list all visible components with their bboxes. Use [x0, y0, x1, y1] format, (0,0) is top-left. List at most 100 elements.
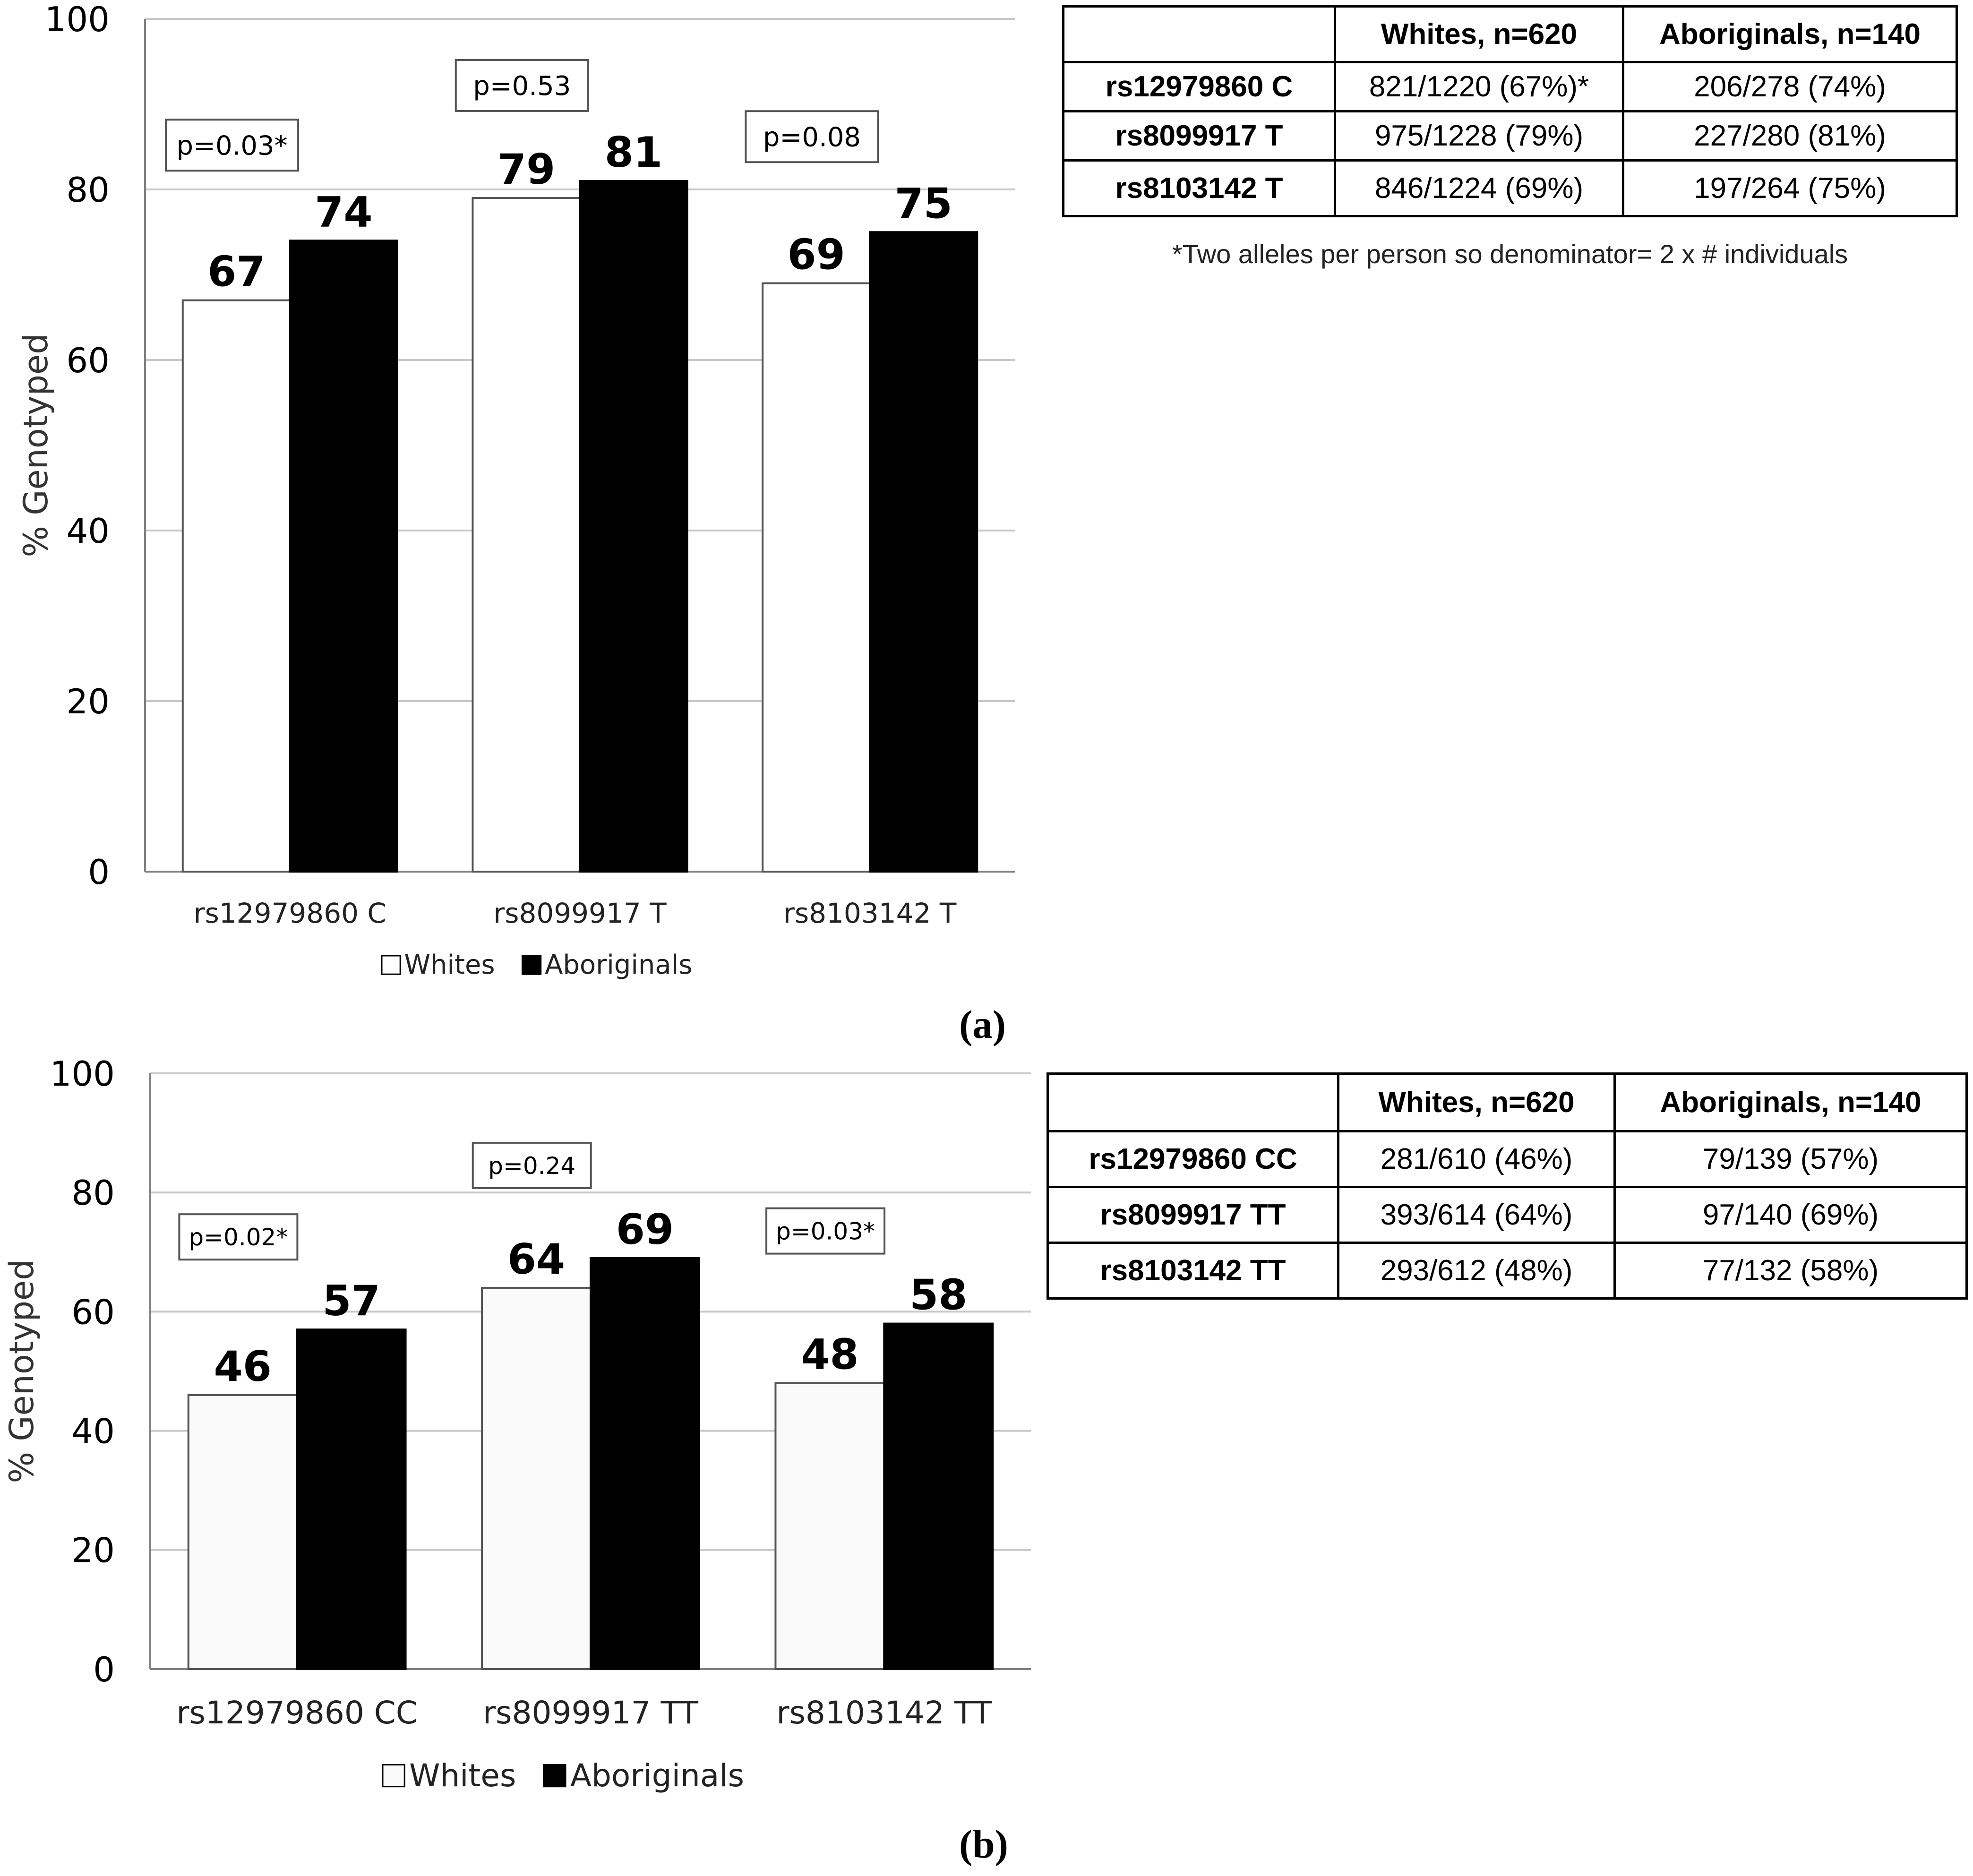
x-tick-label: rs8103142 T	[783, 897, 957, 929]
y-tick-label: 20	[66, 682, 110, 721]
legend-swatch	[521, 955, 542, 975]
legend-swatch	[381, 955, 401, 975]
data-label: 69	[787, 231, 845, 279]
y-tick-label: 40	[66, 511, 110, 551]
y-axis-label: % Genotyped	[2, 1259, 41, 1483]
x-tick-label: rs8099917 T	[493, 897, 667, 929]
legend-label: Aboriginals	[545, 950, 692, 980]
bar	[181, 299, 291, 873]
table-b-cell: 97/140 (69%)	[1613, 1186, 1968, 1244]
p-value-box	[765, 1207, 886, 1255]
table-a-header-aboriginals: Aboriginals, n=140	[1622, 5, 1958, 63]
table-a-row-label: rs8099917 T	[1062, 110, 1336, 162]
table-b-row-label: rs8103142 TT	[1047, 1242, 1339, 1300]
p-value-label: p=0.24	[488, 1152, 575, 1180]
legend-label: Aboriginals	[570, 1757, 744, 1794]
table-b-row-label: rs12979860 CC	[1047, 1130, 1339, 1188]
table-b-cell: 293/612 (48%)	[1337, 1242, 1616, 1300]
bar	[590, 1257, 700, 1670]
data-label: 46	[214, 1342, 271, 1391]
p-value-box	[165, 119, 300, 172]
table-b-header-empty	[1047, 1072, 1339, 1132]
table-a-cell: 197/264 (75%)	[1622, 159, 1958, 217]
table-row: rs8099917 TT 393/614 (64%) 97/140 (69%)	[1047, 1186, 1968, 1244]
table-a-cell: 821/1220 (67%)*	[1334, 61, 1624, 112]
table-a-cell: 846/1224 (69%)	[1334, 159, 1624, 217]
y-tick-label: 40	[71, 1412, 115, 1451]
table-row: rs8103142 TT 293/612 (48%) 77/132 (58%)	[1047, 1242, 1968, 1300]
y-tick-label: 0	[93, 1650, 115, 1689]
table-a-row-label: rs8103142 T	[1062, 159, 1336, 217]
p-value-label: p=0.03*	[177, 130, 288, 161]
table-b-cell: 281/610 (46%)	[1337, 1130, 1616, 1188]
data-label: 69	[616, 1205, 674, 1254]
y-tick-label: 60	[66, 341, 110, 380]
table-b-row-label: rs8099917 TT	[1047, 1186, 1339, 1244]
table-a-row-label: rs12979860 C	[1062, 61, 1336, 112]
bar-chart-b: 0 20 40 60 80 100 % Genotyped 46 57 rs12979860 CC…	[2, 1054, 1031, 1794]
x-tick-label: rs8103142 TT	[776, 1695, 992, 1731]
p-value-label: p=0.53	[473, 71, 571, 102]
p-value-label: p=0.02*	[189, 1224, 288, 1251]
bar	[774, 1382, 885, 1670]
data-label: 64	[507, 1235, 565, 1284]
bar	[579, 180, 688, 873]
table-a-header-empty	[1062, 5, 1336, 63]
p-value-label: p=0.08	[763, 122, 861, 153]
data-label: 74	[315, 188, 372, 236]
table-row: rs12979860 CC 281/610 (46%) 79/139 (57%)	[1047, 1130, 1968, 1188]
genotype-table-a: Whites, n=620 Aboriginals, n=140 rs12979…	[1062, 5, 1958, 217]
data-label: 79	[498, 145, 555, 194]
x-tick-label: rs12979860 CC	[176, 1695, 418, 1731]
y-axis-label: % Genotyped	[17, 333, 55, 557]
data-label: 81	[605, 128, 662, 177]
table-b-cell: 77/132 (58%)	[1613, 1242, 1968, 1300]
p-value-box	[178, 1213, 299, 1261]
panel-label-b: (b)	[959, 1822, 1008, 1867]
table-a-cell: 206/278 (74%)	[1622, 61, 1958, 112]
legend-swatch	[382, 1764, 405, 1788]
legend-label: Whites	[404, 950, 495, 980]
panel-label-a: (a)	[959, 1002, 1006, 1047]
p-value-box	[455, 59, 589, 112]
bar	[883, 1322, 994, 1670]
bar	[187, 1394, 298, 1670]
y-tick-label: 20	[71, 1531, 115, 1570]
table-b-cell: 79/139 (57%)	[1613, 1130, 1968, 1188]
x-tick-label: rs12979860 C	[194, 897, 386, 929]
table-a-cell: 227/280 (81%)	[1622, 110, 1958, 162]
bar	[481, 1286, 592, 1670]
data-label: 75	[894, 179, 952, 228]
data-label: 58	[909, 1271, 967, 1319]
bar	[762, 282, 871, 873]
table-row: rs12979860 C 821/1220 (67%)* 206/278 (74…	[1062, 61, 1958, 112]
p-value-label: p=0.03*	[776, 1218, 875, 1245]
y-tick-label: 100	[45, 0, 110, 39]
data-label: 67	[207, 248, 265, 296]
bar	[289, 240, 398, 873]
genotype-table-b: Whites, n=620 Aboriginals, n=140 rs12979…	[1047, 1072, 1968, 1300]
y-tick-label: 80	[66, 170, 110, 210]
table-row: rs8103142 T 846/1224 (69%) 197/264 (75%)	[1062, 159, 1958, 217]
bar-chart-a: 0 20 40 60 80 100 % Genotyped 67 74 rs12979860 C p…	[17, 0, 1015, 980]
data-label: 48	[801, 1330, 858, 1379]
legend-swatch	[543, 1764, 566, 1788]
p-value-box	[472, 1141, 592, 1189]
legend-label: Whites	[409, 1757, 516, 1794]
y-tick-label: 80	[71, 1173, 115, 1213]
table-a-cell: 975/1228 (79%)	[1334, 110, 1624, 162]
table-b-cell: 393/614 (64%)	[1337, 1186, 1616, 1244]
table-row: rs8099917 T 975/1228 (79%) 227/280 (81%)	[1062, 110, 1958, 162]
bar	[472, 197, 581, 873]
table-a-footnote: *Two alleles per person so denominator= …	[1172, 239, 1848, 269]
y-tick-label: 100	[50, 1054, 115, 1094]
y-tick-label: 60	[71, 1292, 115, 1332]
data-label: 57	[322, 1276, 380, 1325]
bar	[296, 1328, 407, 1670]
x-tick-label: rs8099917 TT	[483, 1695, 699, 1731]
table-b-header-whites: Whites, n=620	[1337, 1072, 1616, 1132]
p-value-box	[745, 110, 879, 163]
table-a-header-whites: Whites, n=620	[1334, 5, 1624, 63]
y-tick-label: 0	[88, 852, 110, 892]
bar	[869, 231, 978, 873]
